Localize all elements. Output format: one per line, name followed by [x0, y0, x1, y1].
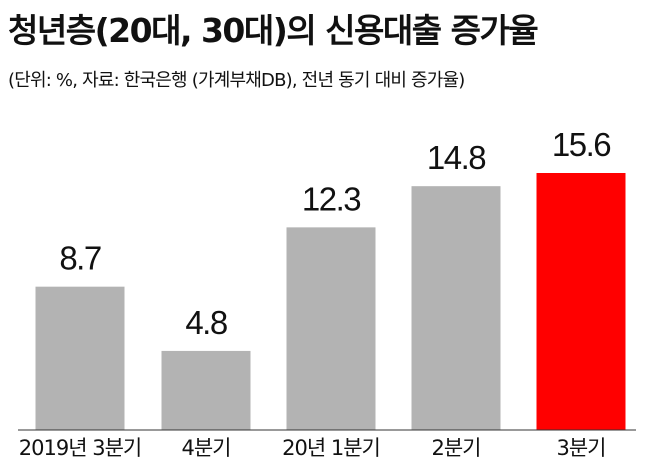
bar-value-label-3: 12.3	[302, 180, 360, 217]
bar-value-label-4: 14.8	[427, 139, 485, 176]
x-tick-label-1: 2019년 3분기	[19, 436, 141, 460]
bar-1	[35, 286, 125, 430]
bar-value-label-5: 15.6	[552, 126, 610, 163]
x-tick-label-2: 4분기	[181, 436, 230, 460]
chart-title: 청년층(20대, 30대)의 신용대출 증가율	[8, 11, 539, 50]
bar-value-label-1: 8.7	[59, 240, 101, 277]
bar-3	[286, 227, 376, 430]
x-tick-label-3: 20년 1분기	[282, 436, 380, 460]
x-tick-label-5: 3분기	[556, 436, 605, 460]
x-tick-label-4: 2분기	[431, 436, 480, 460]
bar-2	[161, 350, 251, 430]
bar-value-label-2: 4.8	[185, 304, 227, 341]
bar-5	[536, 173, 626, 430]
chart-subtitle: (단위: %, 자료: 한국은행 (가계부채DB), 전년 동기 대비 증가율)	[8, 70, 465, 91]
bar-4	[411, 186, 501, 430]
